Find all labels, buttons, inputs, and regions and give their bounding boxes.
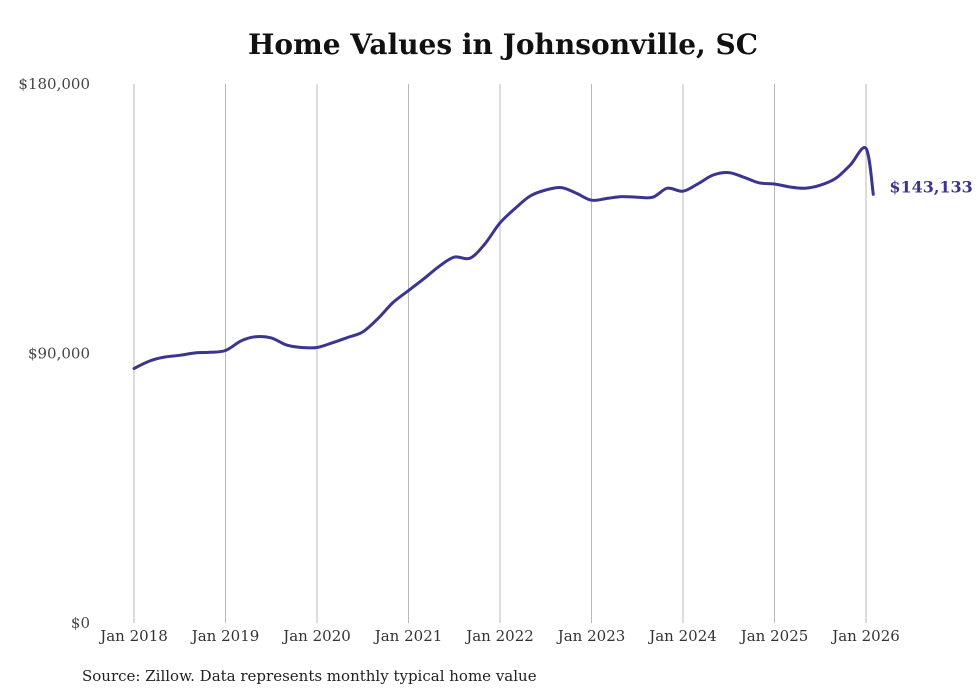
gridlines [133,84,867,623]
x-tick-label-2022: Jan 2022 [464,627,534,645]
x-axis-tick-labels: Jan 2018 Jan 2019 Jan 2020 Jan 2021 Jan 2022… [98,627,900,645]
source-note: Source: Zillow. Data represents monthly … [82,667,537,685]
x-tick-label-2026: Jan 2026 [830,627,900,645]
series-line-0 [132,145,875,370]
y-tick-label-90000: $90,000 [28,345,90,363]
y-axis-tick-labels: $0 $90,000 $180,000 [18,75,90,632]
y-tick-label-0: $0 [71,614,90,632]
x-tick-label-2019: Jan 2019 [190,627,260,645]
y-tick-label-180000: $180,000 [18,75,90,93]
x-tick-label-2020: Jan 2020 [281,627,351,645]
x-tick-label-2023: Jan 2023 [556,627,626,645]
series-layer [132,145,875,370]
end-value-label: $143,133 [889,177,973,196]
x-tick-label-2024: Jan 2024 [647,627,717,645]
x-tick-label-2021: Jan 2021 [373,627,443,645]
x-tick-label-2018: Jan 2018 [98,627,168,645]
x-tick-label-2025: Jan 2025 [739,627,809,645]
chart-title: Home Values in Johnsonville, SC [247,28,759,61]
